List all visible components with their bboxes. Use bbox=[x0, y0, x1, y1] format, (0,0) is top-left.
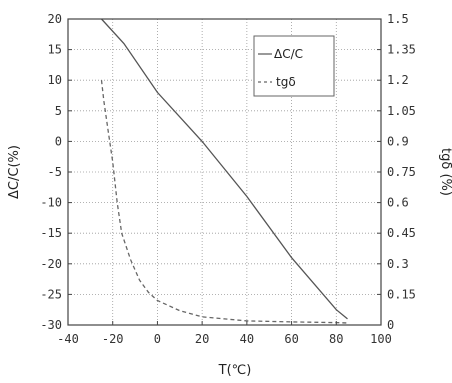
y-left-tick-label: -20 bbox=[40, 257, 62, 271]
x-axis-title: T(℃) bbox=[218, 363, 252, 378]
y-left-tick-label: -5 bbox=[48, 165, 62, 179]
legend-label-tg: tgδ bbox=[276, 75, 296, 89]
x-tick-label: 0 bbox=[154, 332, 161, 346]
y-left-axis-title: ΔC/C(%) bbox=[7, 145, 22, 199]
y-left-tick-label: -10 bbox=[40, 196, 62, 210]
y-left-tick-label: 15 bbox=[48, 43, 62, 57]
y-right-axis-ticks: 1.5 1.35 1.2 1.05 0.9 0.75 0.6 0.45 0.3 0.15 0 bbox=[377, 12, 416, 332]
x-tick-label: -20 bbox=[102, 332, 124, 346]
y-right-tick-label: 1.05 bbox=[387, 104, 416, 118]
x-tick-label: 60 bbox=[284, 332, 298, 346]
y-right-tick-label: 0.75 bbox=[387, 165, 416, 179]
y-right-tick-label: 1.2 bbox=[387, 73, 409, 87]
legend: ΔC/C tgδ bbox=[253, 35, 335, 97]
x-axis-ticks: -40 -20 0 20 40 60 80 100 bbox=[57, 321, 392, 346]
y-right-tick-label: 0.9 bbox=[387, 134, 409, 148]
x-tick-label: 80 bbox=[329, 332, 343, 346]
y-right-axis-title: tgδ (%) bbox=[438, 148, 452, 196]
plot-area bbox=[100, 18, 348, 324]
y-right-tick-label: 0 bbox=[387, 318, 394, 332]
x-tick-label: -40 bbox=[57, 332, 79, 346]
series-line-0 bbox=[101, 18, 348, 320]
x-tick-label: 40 bbox=[240, 332, 254, 346]
y-left-tick-label: -15 bbox=[40, 226, 62, 240]
legend-label-dc: ΔC/C bbox=[274, 47, 303, 61]
y-right-tick-label: 1.35 bbox=[387, 43, 416, 57]
y-left-tick-label: 5 bbox=[55, 104, 62, 118]
y-right-tick-label: 1.5 bbox=[387, 12, 409, 26]
y-left-axis-ticks: 20 15 10 5 0 -5 -10 -15 -20 -25 -30 bbox=[40, 12, 72, 332]
series-line-1 bbox=[100, 80, 348, 324]
grid bbox=[68, 19, 381, 325]
y-left-tick-label: 20 bbox=[48, 12, 62, 26]
y-right-tick-label: 0.15 bbox=[387, 287, 416, 301]
y-left-tick-label: -25 bbox=[40, 287, 62, 301]
x-tick-label: 100 bbox=[370, 332, 392, 346]
y-left-tick-label: -30 bbox=[40, 318, 62, 332]
y-right-tick-label: 0.3 bbox=[387, 257, 409, 271]
y-right-tick-label: 0.6 bbox=[387, 196, 409, 210]
y-left-tick-label: 10 bbox=[48, 73, 62, 87]
x-tick-label: 20 bbox=[195, 332, 209, 346]
legend-box bbox=[253, 35, 335, 97]
y-right-tick-label: 0.45 bbox=[387, 226, 416, 240]
y-left-tick-label: 0 bbox=[55, 134, 62, 148]
